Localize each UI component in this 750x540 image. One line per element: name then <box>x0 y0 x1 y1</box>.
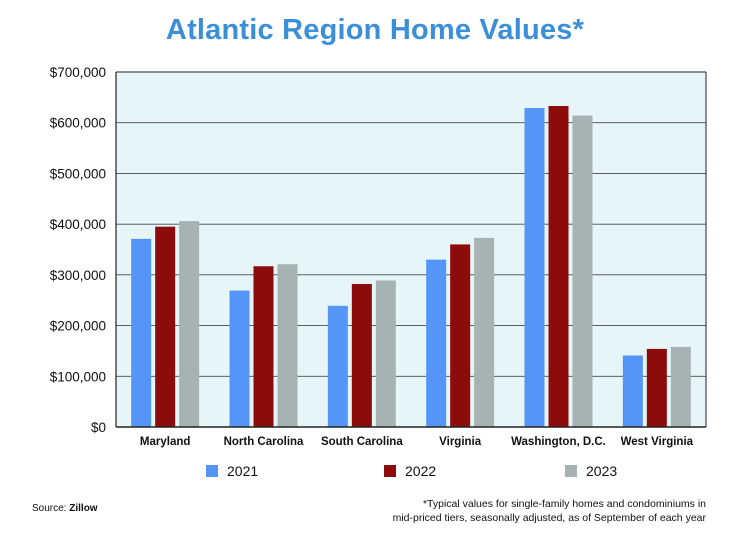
footnote: *Typical values for single-family homes … <box>286 497 706 525</box>
y-tick-label: $300,000 <box>50 268 106 283</box>
bar-2021 <box>426 259 447 427</box>
bar-2023 <box>474 237 495 427</box>
legend-swatch-2023 <box>565 465 577 477</box>
bar-chart: $0 $100,000 $200,000 $300,000 $400,000 $500,0… <box>50 65 707 448</box>
bar-2021 <box>524 108 545 427</box>
legend-label-2021: 2021 <box>227 463 259 479</box>
legend-item-2022: 2022 <box>384 463 436 479</box>
footnote-line-2: mid-priced tiers, seasonally adjusted, a… <box>392 512 706 524</box>
bar-2022 <box>155 226 176 427</box>
source-name: Zillow <box>69 503 98 514</box>
legend-label-2022: 2022 <box>405 463 437 479</box>
y-tick-label: $500,000 <box>50 166 106 181</box>
bar-2022 <box>253 266 274 427</box>
y-tick-label: $200,000 <box>50 319 106 334</box>
legend-swatch-2022 <box>384 465 396 477</box>
legend: 2021 2022 2023 <box>0 463 750 483</box>
source-note: Source: Zillow <box>32 503 98 514</box>
bar-2023 <box>670 346 691 427</box>
y-tick-label: $600,000 <box>50 116 106 131</box>
chart-title: Atlantic Region Home Values* <box>165 14 585 46</box>
bar-2022 <box>548 105 569 427</box>
bar-2023 <box>572 115 593 427</box>
y-tick-label: $700,000 <box>50 65 106 80</box>
x-tick-label: Maryland <box>140 436 191 448</box>
legend-item-2023: 2023 <box>565 463 617 479</box>
plot-background <box>116 72 706 427</box>
bar-2023 <box>277 264 298 427</box>
y-tick-label: $100,000 <box>50 369 106 384</box>
x-tick-label: West Virginia <box>621 436 694 448</box>
bar-2021 <box>131 238 152 427</box>
bar-2021 <box>327 305 348 427</box>
bar-2021 <box>622 355 643 427</box>
bar-2023 <box>179 221 200 427</box>
x-tick-label: Virginia <box>439 436 482 448</box>
bar-2022 <box>450 244 471 427</box>
x-tick-label: Washington, D.C. <box>511 436 606 448</box>
legend-item-2021: 2021 <box>206 463 258 479</box>
bar-2022 <box>646 348 667 427</box>
y-tick-label: $0 <box>91 420 106 435</box>
bar-2021 <box>229 290 250 427</box>
x-tick-label: South Carolina <box>321 436 403 448</box>
y-tick-label: $400,000 <box>50 217 106 232</box>
legend-label-2023: 2023 <box>586 463 618 479</box>
legend-swatch-2021 <box>206 465 218 477</box>
source-label: Source: <box>32 503 67 514</box>
x-tick-label: North Carolina <box>224 436 304 448</box>
bar-2023 <box>375 280 396 427</box>
bar-2022 <box>351 283 372 427</box>
footnote-line-1: *Typical values for single-family homes … <box>422 498 706 510</box>
